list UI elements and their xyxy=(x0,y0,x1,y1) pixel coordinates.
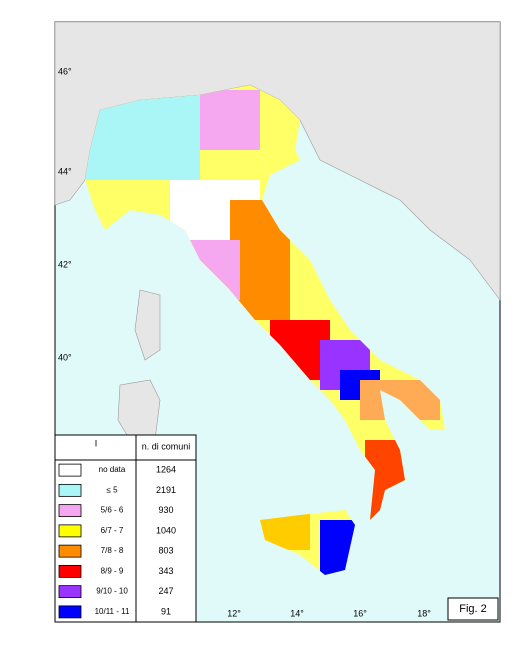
legend-label: 8/9 - 9 xyxy=(101,566,124,575)
legend: I n. di comuni no data 1264 ≤ 5 2191 5/6 - 6… xyxy=(54,434,197,623)
legend-swatch xyxy=(58,585,82,599)
legend-swatch xyxy=(58,483,82,497)
legend-swatch xyxy=(58,504,82,518)
legend-count: 1040 xyxy=(156,525,176,535)
legend-swatch xyxy=(58,524,82,538)
lat-label: 42° xyxy=(58,259,72,269)
legend-label: no data xyxy=(99,465,126,474)
lon-label: 18° xyxy=(417,608,431,618)
legend-header: I xyxy=(95,438,98,448)
corsica xyxy=(134,289,161,361)
sardinia xyxy=(117,379,161,441)
legend-count: 247 xyxy=(158,586,173,596)
legend-label: 5/6 - 6 xyxy=(101,506,124,515)
legend-swatch xyxy=(58,564,82,578)
legend-label: 10/11 - 11 xyxy=(95,607,130,616)
lat-label: 46° xyxy=(58,66,72,76)
legend-header: n. di comuni xyxy=(142,441,191,451)
legend-label: 6/7 - 7 xyxy=(101,526,124,535)
legend-count: 930 xyxy=(158,505,173,515)
legend-swatch xyxy=(58,605,82,619)
legend-label: 7/8 - 8 xyxy=(101,546,124,555)
legend-label: 9/10 - 10 xyxy=(96,587,128,596)
legend-count: 1264 xyxy=(156,465,176,475)
legend-count: 91 xyxy=(161,606,171,616)
lat-label: 40° xyxy=(58,352,72,362)
legend-swatch xyxy=(58,463,82,477)
legend-count: 343 xyxy=(158,566,173,576)
lon-label: 16° xyxy=(353,608,367,618)
legend-count: 2191 xyxy=(156,485,176,495)
figure-box xyxy=(447,597,499,621)
lat-labels: 46° 44° 42° 40° xyxy=(58,66,72,362)
legend-label: ≤ 5 xyxy=(106,485,118,494)
lon-label: 12° xyxy=(227,608,241,618)
legend-swatch xyxy=(58,544,82,558)
lat-label: 44° xyxy=(58,166,72,176)
figure-label: Fig. 2 xyxy=(459,603,487,615)
legend-count: 803 xyxy=(158,546,173,556)
lon-labels: 12° 14° 16° 18° xyxy=(227,608,431,618)
lon-label: 14° xyxy=(290,608,304,618)
